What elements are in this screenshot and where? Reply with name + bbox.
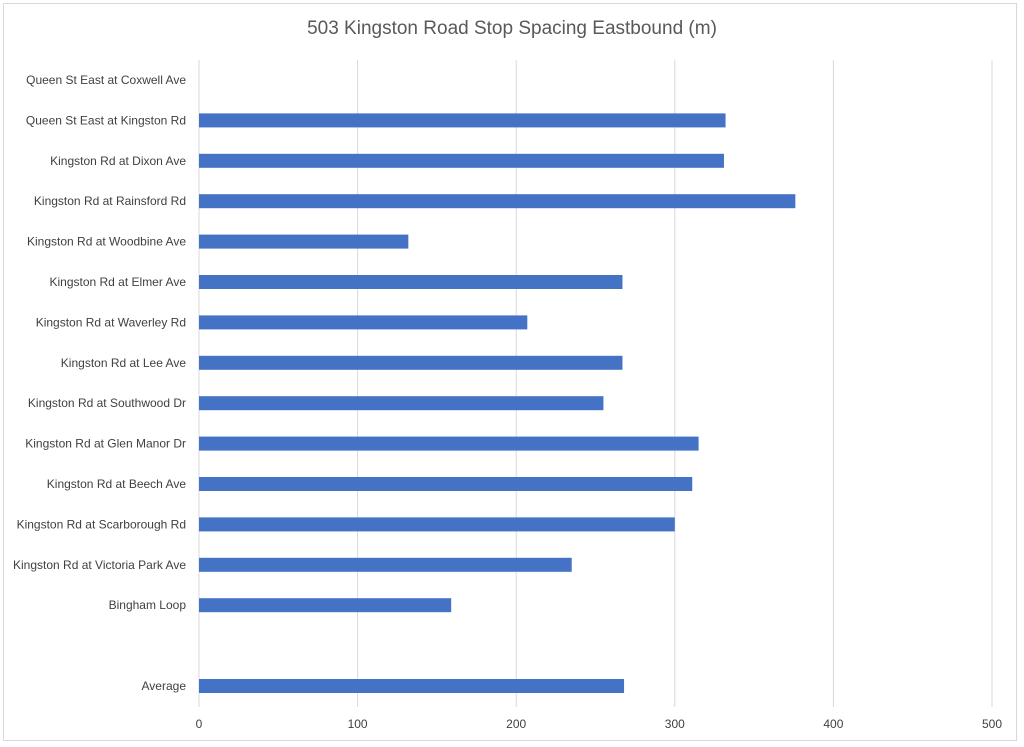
bar [199,355,623,370]
x-tick-label: 400 [823,717,843,731]
category-label: Kingston Rd at Waverley Rd [36,315,186,329]
category-label: Kingston Rd at Victoria Park Ave [13,558,186,572]
x-tick-label: 500 [982,717,1002,731]
bar [199,194,796,209]
category-label: Queen St East at Kingston Rd [26,113,186,127]
category-label: Kingston Rd at Rainsford Rd [34,194,186,208]
bar [199,315,528,330]
x-tick-labels: 0 100 200 300 400 500 [196,717,1003,731]
x-tick-label: 100 [348,717,368,731]
category-label: Kingston Rd at Elmer Ave [49,275,186,289]
bar [199,517,675,532]
category-label: Kingston Rd at Beech Ave [47,477,187,491]
category-label: Kingston Rd at Woodbine Ave [27,235,186,249]
category-label: Average [142,679,187,693]
category-label: Bingham Loop [109,598,187,612]
bar [199,557,572,572]
category-label: Kingston Rd at Lee Ave [61,356,187,370]
bars [199,113,796,693]
bar [199,396,604,411]
category-label: Kingston Rd at Dixon Ave [50,154,186,168]
category-label: Queen St East at Coxwell Ave [26,73,186,87]
gridlines [198,60,993,707]
bar [199,679,625,693]
bar [199,275,623,289]
category-label: Kingston Rd at Scarborough Rd [17,517,186,531]
category-label: Kingston Rd at Southwood Dr [28,396,186,410]
bar [199,436,699,451]
bar [199,153,724,168]
x-tick-label: 200 [506,717,526,731]
chart-title: 503 Kingston Road Stop Spacing Eastbound… [307,18,717,39]
bar [199,598,452,613]
category-label: Kingston Rd at Glen Manor Dr [25,437,186,451]
bar [199,113,726,128]
x-tick-label: 0 [196,717,203,731]
bar [199,234,409,249]
bar [199,477,693,491]
category-labels: Queen St East at Coxwell Ave Queen St Eas… [13,73,186,693]
x-tick-label: 300 [665,717,685,731]
